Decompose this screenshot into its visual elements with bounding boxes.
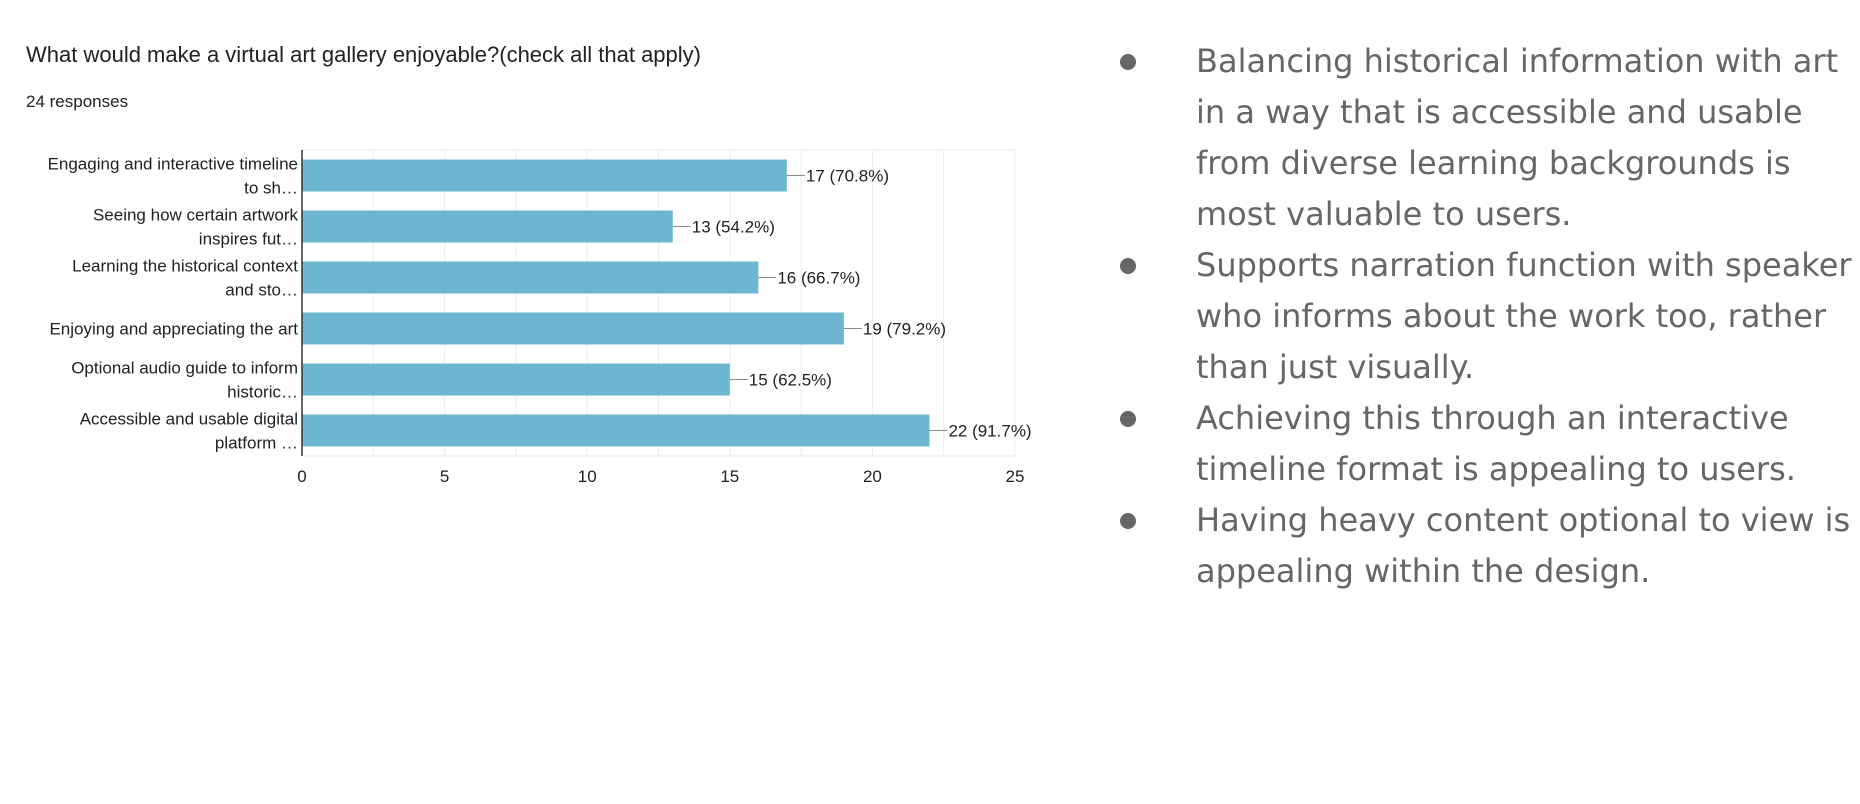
bullet-text: Supports narration function with speaker… bbox=[1196, 246, 1852, 386]
data-label: 16 (66.7%) bbox=[777, 269, 860, 288]
data-label: 15 (62.5%) bbox=[749, 371, 832, 390]
bullet-dot-icon bbox=[1120, 411, 1136, 427]
x-tick-label: 5 bbox=[440, 467, 449, 486]
bullet-dot-icon bbox=[1120, 513, 1136, 529]
data-label: 13 (54.2%) bbox=[692, 218, 775, 237]
bullet-dot-icon bbox=[1120, 54, 1136, 70]
category-label: Accessible and usable digital platform … bbox=[80, 410, 298, 453]
x-tick-label: 25 bbox=[1006, 467, 1025, 486]
category-label: Optional audio guide to inform historic… bbox=[71, 359, 298, 402]
bullet-text: Balancing historical information with ar… bbox=[1196, 42, 1839, 233]
category-label: Seeing how certain artwork inspires fut… bbox=[93, 206, 299, 249]
summary-bullets: Balancing historical information with ar… bbox=[1120, 36, 1860, 597]
bar bbox=[302, 414, 930, 447]
bullet-text: Achieving this through an interactive ti… bbox=[1196, 399, 1796, 488]
data-label: 22 (91.7%) bbox=[948, 422, 1031, 441]
bullet-dot-icon bbox=[1120, 258, 1136, 274]
x-tick-label: 0 bbox=[297, 467, 306, 486]
chart-title: What would make a virtual art gallery en… bbox=[26, 42, 701, 67]
bar bbox=[302, 159, 787, 192]
bullet-item: Supports narration function with speaker… bbox=[1120, 240, 1860, 393]
response-count: 24 responses bbox=[26, 92, 129, 111]
data-label: 17 (70.8%) bbox=[806, 167, 889, 186]
bar bbox=[302, 312, 844, 345]
x-tick-label: 10 bbox=[578, 467, 597, 486]
bullet-item: Balancing historical information with ar… bbox=[1120, 36, 1860, 240]
category-label: Enjoying and appreciating the art bbox=[49, 320, 298, 339]
bullet-text: Having heavy content optional to view is… bbox=[1196, 501, 1851, 590]
x-tick-label: 15 bbox=[720, 467, 739, 486]
bullet-item: Achieving this through an interactive ti… bbox=[1120, 393, 1860, 495]
bar bbox=[302, 210, 673, 243]
data-label: 19 (79.2%) bbox=[863, 320, 946, 339]
category-label: Engaging and interactive timeline to sh… bbox=[48, 155, 298, 198]
bullet-item: Having heavy content optional to view is… bbox=[1120, 495, 1860, 597]
bar bbox=[302, 261, 759, 294]
bar-chart: 17 (70.8%) Engaging and interactive timel… bbox=[48, 149, 1032, 486]
bar bbox=[302, 363, 730, 396]
category-label: Learning the historical context and sto… bbox=[72, 257, 298, 300]
x-tick-label: 20 bbox=[863, 467, 882, 486]
